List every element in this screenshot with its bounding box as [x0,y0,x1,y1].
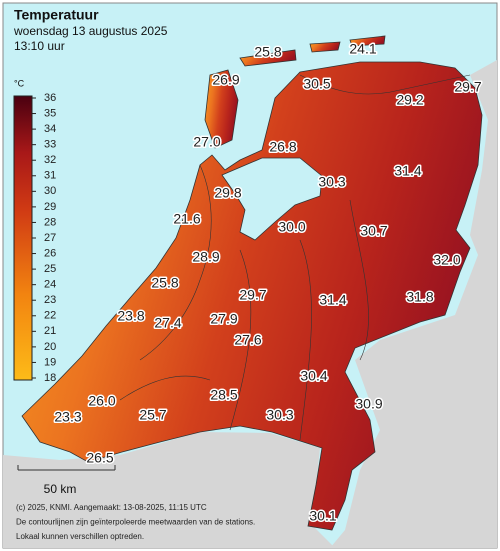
station-value: 30.7 [360,223,387,239]
station-value: 26.8 [269,139,296,155]
station-value: 25.7 [139,407,166,423]
colorbar-tick-label: 28 [44,216,56,228]
station-value: 31.4 [319,292,346,308]
station-value: 30.9 [355,396,382,412]
netherlands [21,35,483,531]
station-value: 23.3 [54,409,81,425]
station-value: 30.0 [278,219,305,235]
colorbar-tick-label: 32 [44,154,56,166]
station-value: 30.5 [303,76,330,92]
colorbar-unit: °C [14,78,25,88]
ijsselmeer [221,157,323,241]
station-value: 30.1 [309,508,336,524]
station-value: 27.4 [154,315,181,331]
station-value: 31.8 [406,289,433,305]
scale-label: 50 km [44,482,77,496]
colorbar-tick-label: 21 [44,325,56,337]
subtitle: woensdag 13 augustus 2025 [13,24,168,38]
station-value: 27.0 [193,134,220,150]
footer-line: (c) 2025, KNMI. Aangemaakt: 13-08-2025, … [16,503,207,512]
station-value: 27.9 [210,311,237,327]
colorbar-tick-label: 29 [44,201,56,213]
title: Temperatuur [14,7,99,23]
station-value: 29.7 [454,79,481,95]
station-value: 25.8 [254,44,281,60]
station-value: 30.3 [266,407,293,423]
colorbar-tick-label: 30 [44,185,56,197]
colorbar-tick-label: 33 [44,139,56,151]
station-value: 28.9 [192,249,219,265]
station-value: 29.7 [239,287,266,303]
germany [330,60,497,548]
time: 13:10 uur [14,39,65,53]
colorbar-tick-label: 23 [44,294,56,306]
footer-line: Lokaal kunnen verschillen optreden. [16,532,144,541]
colorbar-tick-label: 22 [44,310,56,322]
colorbar-tick-label: 35 [44,107,56,119]
station-value: 29.8 [214,185,241,201]
station-value: 26.0 [88,393,115,409]
station-value: 25.8 [151,275,178,291]
colorbar-tick-label: 25 [44,263,56,275]
station-value: 32.0 [433,252,460,268]
colorbar [13,95,33,381]
station-value: 24.1 [349,41,376,57]
footer-line: De contourlijnen zijn geïnterpoleerde me… [16,518,255,527]
station-value: 23.8 [117,308,144,324]
station-value: 30.4 [300,368,327,384]
colorbar-tick-label: 26 [44,247,56,259]
station-value: 26.9 [212,72,239,88]
colorbar-tick-label: 19 [44,356,56,368]
contours [119,74,471,441]
station-value: 31.4 [394,163,421,179]
colorbar-tick-label: 36 [44,92,56,104]
station-value: 28.5 [210,387,237,403]
station-value: 26.5 [86,450,113,466]
station-value: 29.2 [396,92,423,108]
colorbar-tick-label: 27 [44,232,56,244]
colorbar-tick-label: 31 [44,170,56,182]
colorbar-tick-label: 34 [44,123,56,135]
colorbar-tick-label: 24 [44,279,56,291]
station-value: 30.3 [318,174,345,190]
station-value: 27.6 [234,332,261,348]
colorbar-tick-label: 20 [44,341,56,353]
colorbar-tick-label: 18 [44,372,56,384]
station-value: 21.6 [173,211,200,227]
